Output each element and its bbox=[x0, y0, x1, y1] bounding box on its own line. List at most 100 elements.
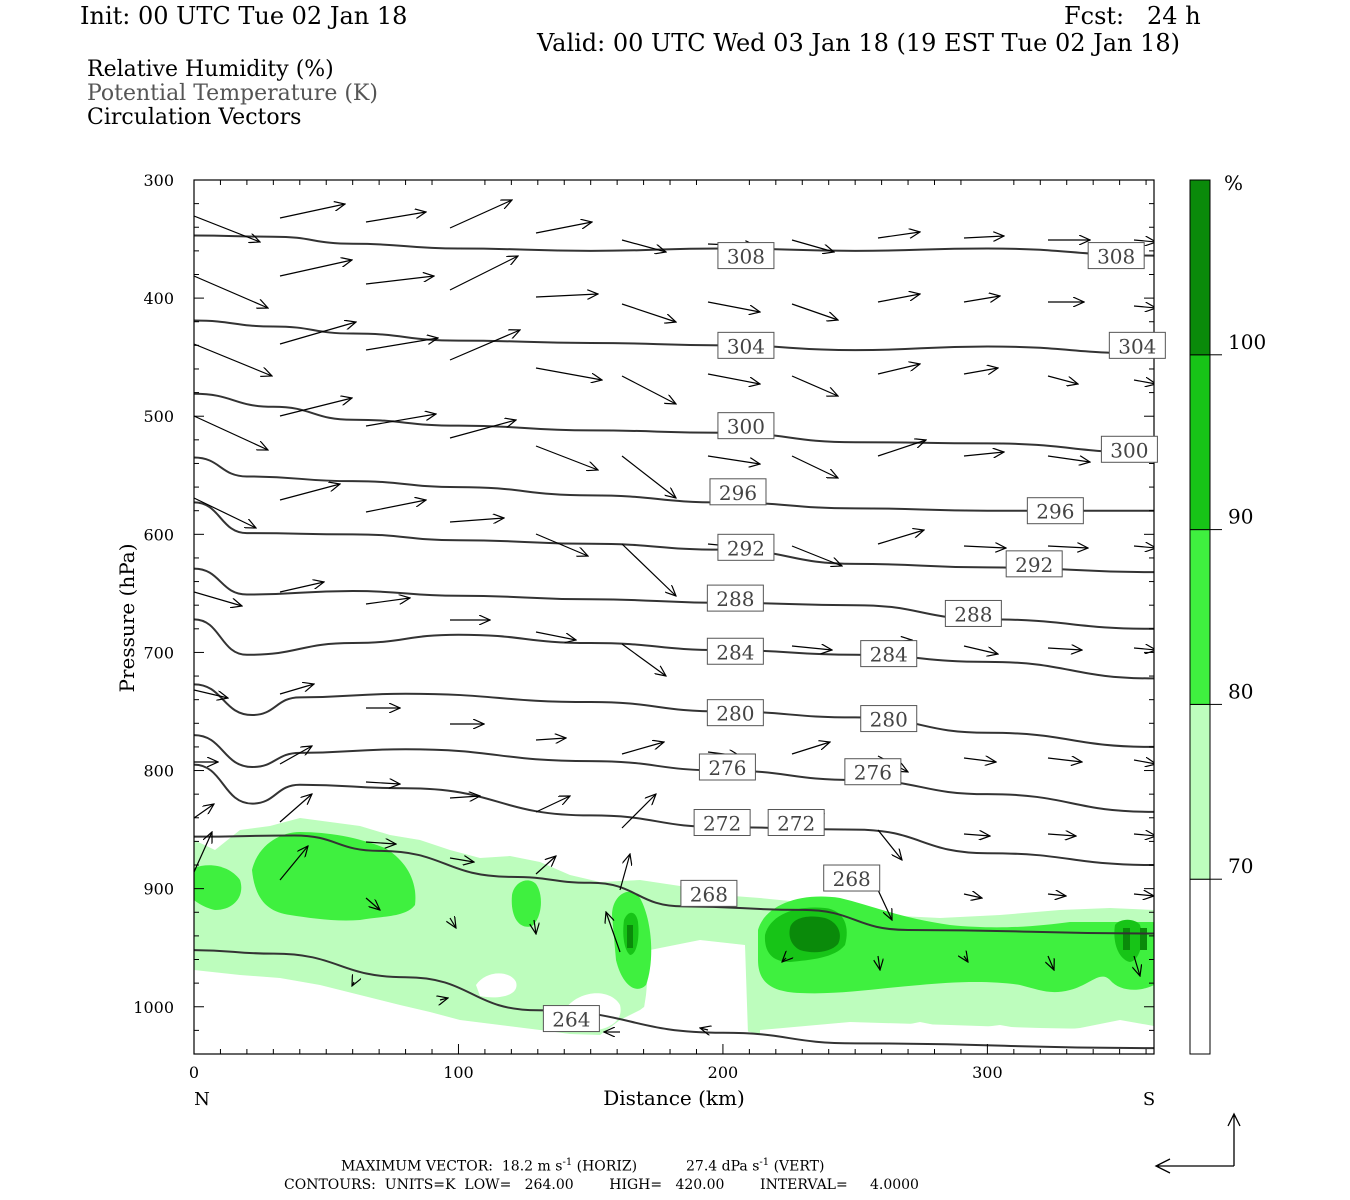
x-tick-label: 200 bbox=[708, 1063, 739, 1082]
contour-label: 296 bbox=[719, 481, 757, 505]
y-tick-label: 500 bbox=[143, 407, 174, 426]
y-tick-label: 1000 bbox=[133, 998, 174, 1017]
contour-label-box bbox=[1100, 435, 1158, 463]
contour-label: 288 bbox=[954, 602, 992, 626]
contour-label-box bbox=[860, 640, 918, 668]
contour-label-box bbox=[860, 705, 918, 733]
rh-80-region bbox=[252, 832, 416, 921]
contour-label: 280 bbox=[870, 708, 908, 732]
contour-label-box bbox=[717, 412, 775, 440]
contour-label: 300 bbox=[727, 415, 765, 439]
horiz-tag: (HORIZ) bbox=[576, 1158, 638, 1175]
vert-tag: (VERT) bbox=[773, 1158, 825, 1175]
y-tick-label: 400 bbox=[143, 289, 174, 308]
theta-contour-284 bbox=[194, 618, 1154, 680]
contour-label-box bbox=[1026, 497, 1084, 525]
colorbar-label: 100 bbox=[1228, 330, 1266, 354]
y-tick-label: 900 bbox=[143, 880, 174, 899]
contour-label: 304 bbox=[1118, 334, 1156, 358]
x-tick-label: 100 bbox=[443, 1063, 474, 1082]
max-vector-label: MAXIMUM VECTOR: bbox=[341, 1158, 493, 1175]
contour-label-box bbox=[1108, 331, 1166, 359]
colorbar-label: 80 bbox=[1228, 679, 1253, 703]
colorbar-unit: % bbox=[1224, 171, 1243, 195]
colorbar-segment-70 bbox=[1189, 703, 1211, 880]
y-tick-label: 800 bbox=[143, 762, 174, 781]
x-axis-left-end: N bbox=[194, 1089, 210, 1110]
contour-label: 272 bbox=[777, 812, 815, 836]
contour-label-box bbox=[542, 1005, 600, 1033]
contour-label-box bbox=[823, 864, 881, 892]
contour-label: 296 bbox=[1036, 500, 1074, 524]
theta-contour-308 bbox=[194, 234, 1154, 257]
contour-label: 308 bbox=[1097, 245, 1135, 269]
theta-contours bbox=[194, 234, 1154, 1050]
contour-label-box bbox=[698, 753, 756, 781]
contour-label-box bbox=[1087, 242, 1145, 270]
contour-label-box bbox=[1005, 550, 1063, 578]
x-tick-label: 300 bbox=[972, 1063, 1003, 1082]
colorbar-label: 70 bbox=[1228, 854, 1253, 878]
contour-label: 284 bbox=[870, 643, 908, 667]
colorbar: 70 80 90 100 bbox=[1189, 179, 1266, 1055]
rh-shading bbox=[194, 818, 1154, 1035]
contour-label: 276 bbox=[854, 761, 892, 785]
contours-info: CONTOURS: UNITS=K LOW= 264.00 HIGH= 420.… bbox=[284, 1177, 919, 1193]
contour-label-box bbox=[717, 242, 775, 270]
vert-value: 27.4 dPa s bbox=[686, 1158, 760, 1175]
vector-scale-arrow-icon bbox=[1154, 1112, 1241, 1174]
contour-label-box bbox=[717, 331, 775, 359]
colorbar-segment-100 bbox=[1189, 179, 1211, 356]
theta-contour-268 bbox=[194, 834, 1154, 935]
contour-label-box bbox=[706, 699, 764, 727]
valid-time: Valid: 00 UTC Wed 03 Jan 18 (19 EST Tue … bbox=[537, 29, 1181, 57]
x-axis-right-end: S bbox=[1143, 1089, 1155, 1110]
y-tick-label: 600 bbox=[143, 525, 174, 544]
x-axis-title: Distance (km) bbox=[603, 1086, 745, 1110]
colorbar-segment-80 bbox=[1189, 529, 1211, 705]
contour-label: 264 bbox=[552, 1008, 590, 1032]
contour-label-box bbox=[693, 809, 751, 837]
contour-label-box bbox=[706, 637, 764, 665]
contour-label-box bbox=[944, 599, 1002, 627]
contour-label: 308 bbox=[727, 245, 765, 269]
contour-label: 280 bbox=[716, 702, 754, 726]
vert-unit-sup: -1 bbox=[759, 1157, 770, 1168]
contour-label: 304 bbox=[727, 334, 765, 358]
contour-label-box bbox=[680, 879, 738, 907]
rh-100-region bbox=[789, 916, 840, 953]
x-tick-label: 0 bbox=[189, 1063, 199, 1082]
contour-label: 300 bbox=[1110, 438, 1148, 462]
contour-label-box bbox=[767, 809, 825, 837]
contour-label: 272 bbox=[703, 812, 741, 836]
contour-label: 292 bbox=[727, 536, 765, 560]
colorbar-segment-90 bbox=[1189, 354, 1211, 531]
theta-contour-300 bbox=[194, 392, 1154, 454]
init-time: Init: 00 UTC Tue 02 Jan 18 bbox=[80, 2, 408, 30]
theta-contour-272 bbox=[194, 763, 1154, 867]
horiz-unit-sup: -1 bbox=[562, 1157, 573, 1168]
contour-label-box bbox=[709, 478, 767, 506]
contour-label: 288 bbox=[716, 587, 754, 611]
contour-label: 268 bbox=[690, 882, 728, 906]
max-vector-line: MAXIMUM VECTOR: 18.2 m s-1 (HORIZ) 27.4 … bbox=[341, 1157, 824, 1175]
legend-theta: Potential Temperature (K) bbox=[87, 81, 378, 106]
horiz-value: 18.2 m s bbox=[501, 1158, 563, 1175]
theta-contour-304 bbox=[194, 319, 1154, 355]
colorbar-segment-below bbox=[1189, 878, 1211, 1055]
theta-contour-280 bbox=[194, 683, 1154, 748]
legend-rh: Relative Humidity (%) bbox=[87, 57, 334, 82]
theta-contour-288 bbox=[194, 567, 1154, 630]
contour-label: 276 bbox=[708, 756, 746, 780]
contour-labels: 308 308 304 304 300 300 296 296 292 292 288 288 284 2… bbox=[542, 242, 1166, 1033]
theta-contour-276 bbox=[194, 734, 1154, 813]
contour-label-box bbox=[717, 533, 775, 561]
theta-contour-296 bbox=[194, 456, 1154, 512]
contour-label: 292 bbox=[1015, 553, 1053, 577]
y-axis-title: Pressure (hPa) bbox=[115, 544, 139, 693]
forecast-hour: Fcst: 24 h bbox=[1064, 2, 1201, 30]
legend-vectors: Circulation Vectors bbox=[87, 105, 302, 130]
y-tick-label: 700 bbox=[143, 643, 174, 662]
contour-label-box bbox=[706, 584, 764, 612]
